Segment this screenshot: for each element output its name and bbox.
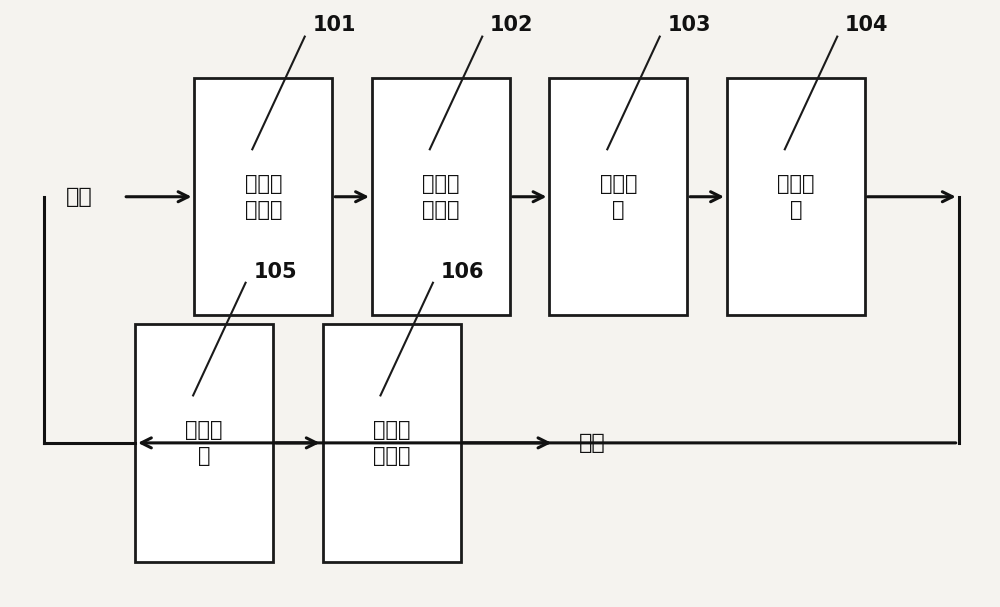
Text: 成品: 成品 (579, 433, 606, 453)
Text: 103: 103 (668, 15, 711, 35)
Text: 混合制
浆装置: 混合制 浆装置 (422, 174, 460, 220)
Text: 表面处
理装置: 表面处 理装置 (373, 419, 410, 466)
Bar (372, 78, 510, 316)
Text: 制备砂
粉装置: 制备砂 粉装置 (245, 174, 282, 220)
Text: 排蜡装
置: 排蜡装 置 (777, 174, 815, 220)
Bar (727, 78, 865, 316)
Bar (194, 78, 332, 316)
Text: 106: 106 (441, 262, 484, 282)
Bar (322, 324, 461, 561)
Text: 烧结装
置: 烧结装 置 (185, 419, 223, 466)
Bar (549, 78, 687, 316)
Text: 105: 105 (253, 262, 297, 282)
Text: 104: 104 (845, 15, 889, 35)
Text: 成型装
置: 成型装 置 (600, 174, 637, 220)
Bar (135, 324, 273, 561)
Text: 101: 101 (313, 15, 356, 35)
Text: 102: 102 (490, 15, 534, 35)
Text: 原料: 原料 (66, 187, 93, 207)
